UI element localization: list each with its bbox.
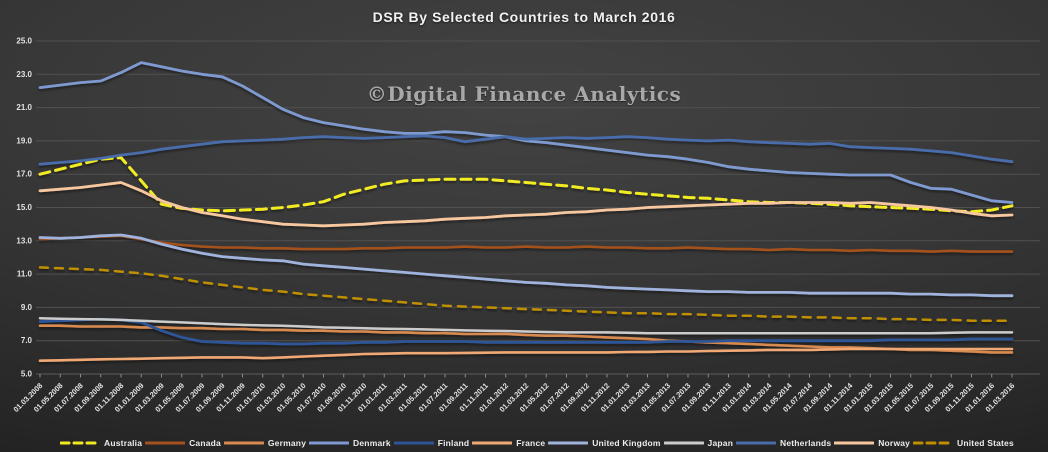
series-line-canada <box>38 234 1014 253</box>
legend-item-japan: Japan <box>663 438 734 448</box>
legend-swatch-japan <box>663 441 704 445</box>
legend-item-germany: Germany <box>223 438 307 448</box>
y-tick-label: 15.0 <box>16 203 32 212</box>
legend-label-united-states: United States <box>957 438 1014 448</box>
legend-label-netherlands: Netherlands <box>779 438 832 448</box>
legend-swatch-norway <box>834 441 875 445</box>
y-tick-label: 23.0 <box>16 70 32 79</box>
legend-swatch-australia <box>60 441 100 445</box>
legend-label-germany: Germany <box>267 438 307 448</box>
series-line-australia <box>38 156 1014 214</box>
legend-item-united-states: United States <box>913 438 1014 448</box>
series-line-finland <box>38 317 1014 346</box>
legend-swatch-finland <box>393 441 434 445</box>
legend-swatch-netherlands <box>735 441 776 445</box>
legend-item-canada: Canada <box>145 438 221 448</box>
legend-item-norway: Norway <box>834 438 910 448</box>
legend-item-netherlands: Netherlands <box>735 438 832 448</box>
legend-swatch-denmark <box>309 441 350 445</box>
series-line-norway <box>38 181 1014 228</box>
legend-item-australia: Australia <box>60 438 142 448</box>
y-tick-label: 21.0 <box>16 103 32 112</box>
legend-swatch-united-states <box>913 441 953 445</box>
legend-label-united-kingdom: United Kingdom <box>592 438 661 448</box>
legend-item-united-kingdom: United Kingdom <box>548 438 660 448</box>
legend-label-denmark: Denmark <box>353 438 391 448</box>
watermark: ©Digital Finance Analytics <box>366 82 682 106</box>
legend-item-france: France <box>472 438 545 448</box>
legend-label-finland: Finland <box>437 438 470 448</box>
chart-legend: Australia Canada Germany Denmark Finland Fran… <box>0 438 1048 448</box>
y-tick-label: 11.0 <box>17 270 33 279</box>
series-line-germany <box>38 324 1014 354</box>
legend-item-finland: Finland <box>393 438 470 448</box>
series-lines <box>38 61 1014 363</box>
series-line-united-kingdom <box>38 233 1014 298</box>
y-tick-label: 9.0 <box>21 303 33 312</box>
legend-swatch-germany <box>223 441 264 445</box>
legend-label-norway: Norway <box>878 438 911 448</box>
series-line-france <box>38 347 1014 363</box>
y-tick-label: 13.0 <box>16 236 32 245</box>
legend-label-france: France <box>516 438 546 448</box>
series-line-netherlands <box>38 134 1014 166</box>
y-tick-label: 17.0 <box>16 170 32 179</box>
chart-title: DSR By Selected Countries to March 2016 <box>372 9 676 25</box>
x-axis-labels: 01.03.200801.05.200801.07.200801.09.2008… <box>12 374 1016 414</box>
series-line-denmark <box>38 61 1014 204</box>
y-tick-label: 7.0 <box>21 336 33 345</box>
legend-label-japan: Japan <box>707 438 734 448</box>
legend-swatch-france <box>472 441 513 445</box>
legend-label-australia: Australia <box>104 438 143 448</box>
legend-label-canada: Canada <box>189 438 221 448</box>
legend-swatch-united-kingdom <box>548 441 589 445</box>
y-axis-labels: 25.0 23.0 21.0 19.0 17.0 15.0 13.0 11.0 9.0 7.0 5.… <box>16 37 32 379</box>
y-tick-label: 19.0 <box>16 136 32 145</box>
legend-item-denmark: Denmark <box>309 438 391 448</box>
y-tick-label: 5.0 <box>21 370 33 379</box>
series-line-japan <box>38 316 1014 335</box>
legend-swatch-canada <box>145 441 186 445</box>
y-tick-label: 25.0 <box>16 37 32 46</box>
series-line-united-states <box>38 266 1014 322</box>
